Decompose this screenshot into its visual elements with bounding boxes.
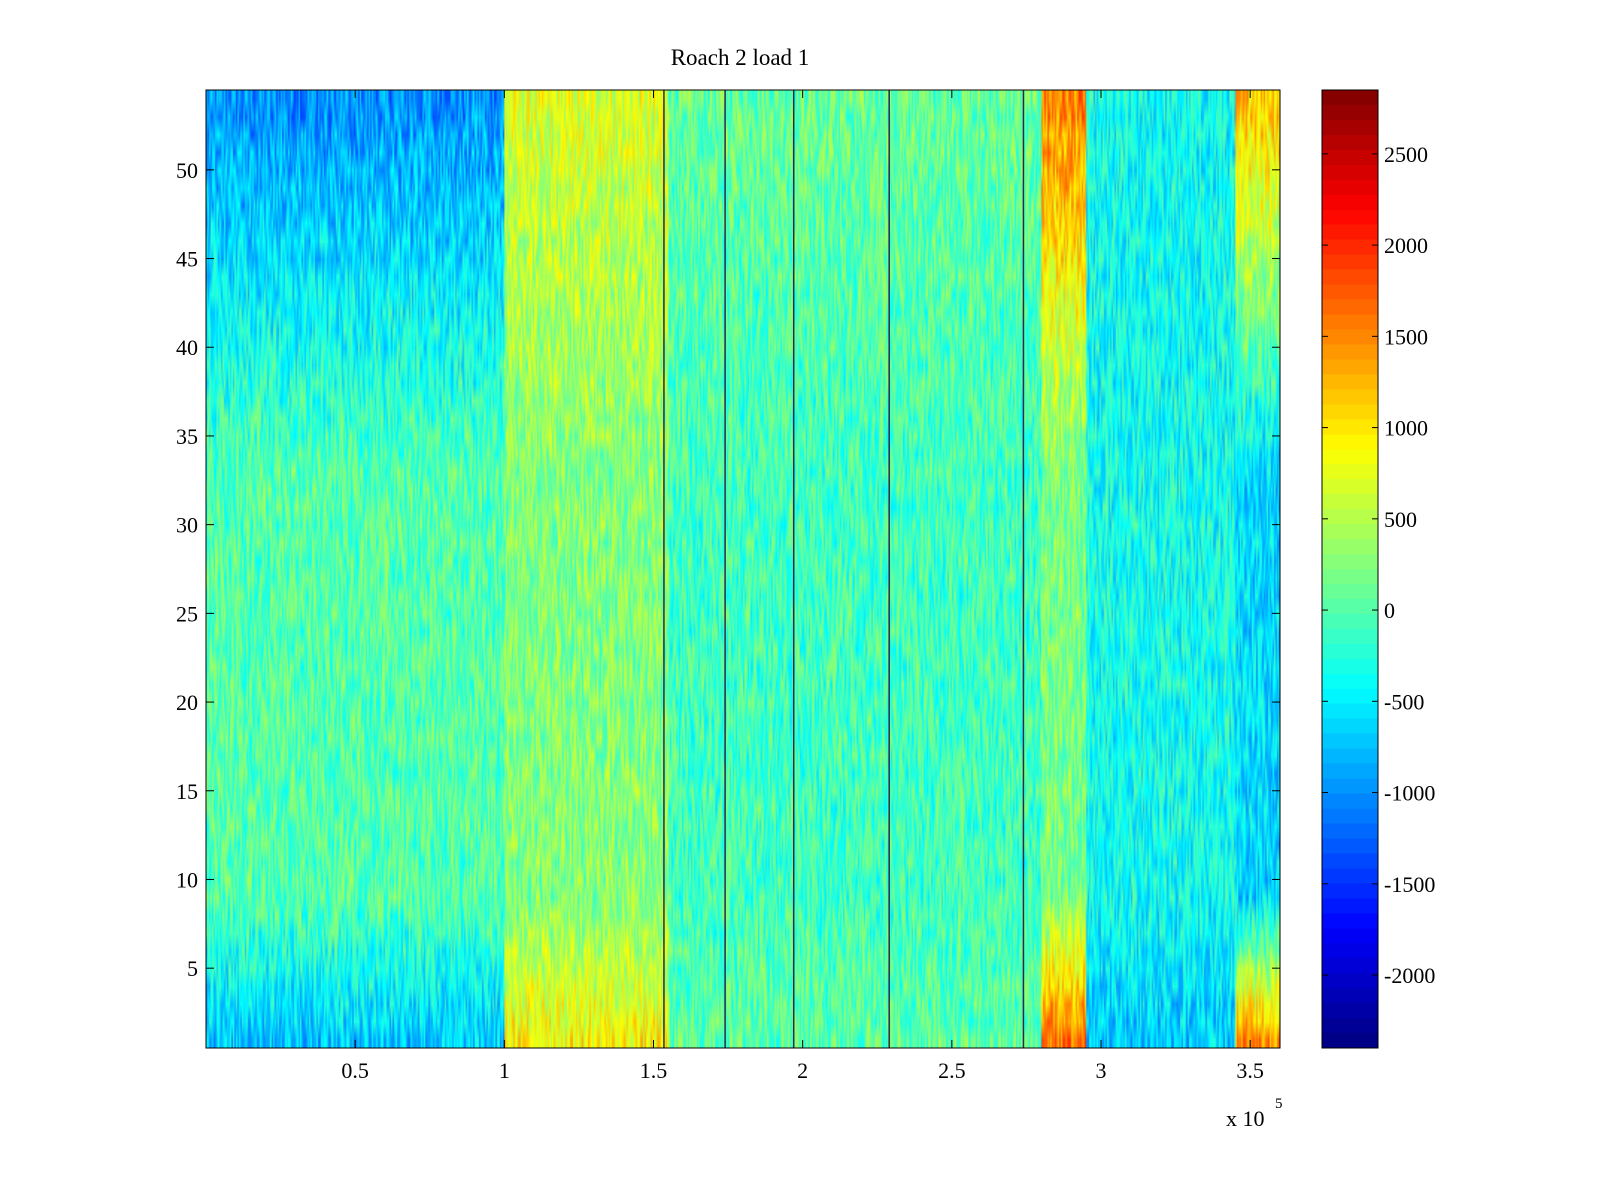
y-tick-label: 15 xyxy=(176,779,198,804)
colorbar-tick-label: -1500 xyxy=(1384,872,1435,897)
chart-title: Roach 2 load 1 xyxy=(671,45,810,70)
colorbar-tick-label: 1500 xyxy=(1384,324,1428,349)
colorbar-tick-label: -500 xyxy=(1384,689,1424,714)
x-axis: 0.5 1 1.5 2 2.5 3 3.5 xyxy=(341,90,1264,1083)
x-tick-label: 3.5 xyxy=(1236,1058,1264,1083)
y-tick-label: 5 xyxy=(187,956,198,981)
y-tick-label: 45 xyxy=(176,247,198,272)
colorbar: -2000 -1500 -1000 -500 0 500 1000 1500 2000 2500 xyxy=(1321,89,1435,1049)
y-axis: 5 10 15 20 25 30 35 40 45 50 xyxy=(176,158,1280,981)
colorbar-frame xyxy=(1321,89,1379,1049)
y-tick-label: 50 xyxy=(176,158,198,183)
x-exponent-label: x 10 5 xyxy=(1226,1096,1283,1131)
vertical-lines xyxy=(663,90,1025,1048)
plot-frame xyxy=(205,89,1281,1049)
colorbar-gradient xyxy=(1322,90,1378,1048)
y-tick-label: 30 xyxy=(176,513,198,538)
colorbar-tick-label: -1000 xyxy=(1384,781,1435,806)
heatmap-plot-area xyxy=(205,89,1281,1049)
x-tick-label: 2 xyxy=(797,1058,808,1083)
x-tick-label: 1 xyxy=(499,1058,510,1083)
y-tick-label: 35 xyxy=(176,424,198,449)
colorbar-tick-label: 500 xyxy=(1384,507,1417,532)
colorbar-tick-label: 0 xyxy=(1384,598,1395,623)
x-exponent-power: 5 xyxy=(1275,1096,1283,1112)
x-tick-label: 2.5 xyxy=(938,1058,966,1083)
y-tick-label: 10 xyxy=(176,867,198,892)
colorbar-tick-label: 2500 xyxy=(1384,142,1428,167)
x-tick-label: 1.5 xyxy=(640,1058,668,1083)
colorbar-tick-label: 1000 xyxy=(1384,416,1428,441)
y-tick-label: 25 xyxy=(176,601,198,626)
x-exponent-base: x 10 xyxy=(1226,1106,1265,1131)
colorbar-axis: -2000 -1500 -1000 -500 0 500 1000 1500 2000 2500 xyxy=(1322,142,1435,988)
y-tick-label: 40 xyxy=(176,335,198,360)
x-tick-label: 0.5 xyxy=(341,1058,369,1083)
y-tick-label: 20 xyxy=(176,690,198,715)
colorbar-tick-label: 2000 xyxy=(1384,233,1428,258)
heatmap-cells xyxy=(206,90,1280,1048)
colorbar-tick-label: -2000 xyxy=(1384,963,1435,988)
x-tick-label: 3 xyxy=(1096,1058,1107,1083)
